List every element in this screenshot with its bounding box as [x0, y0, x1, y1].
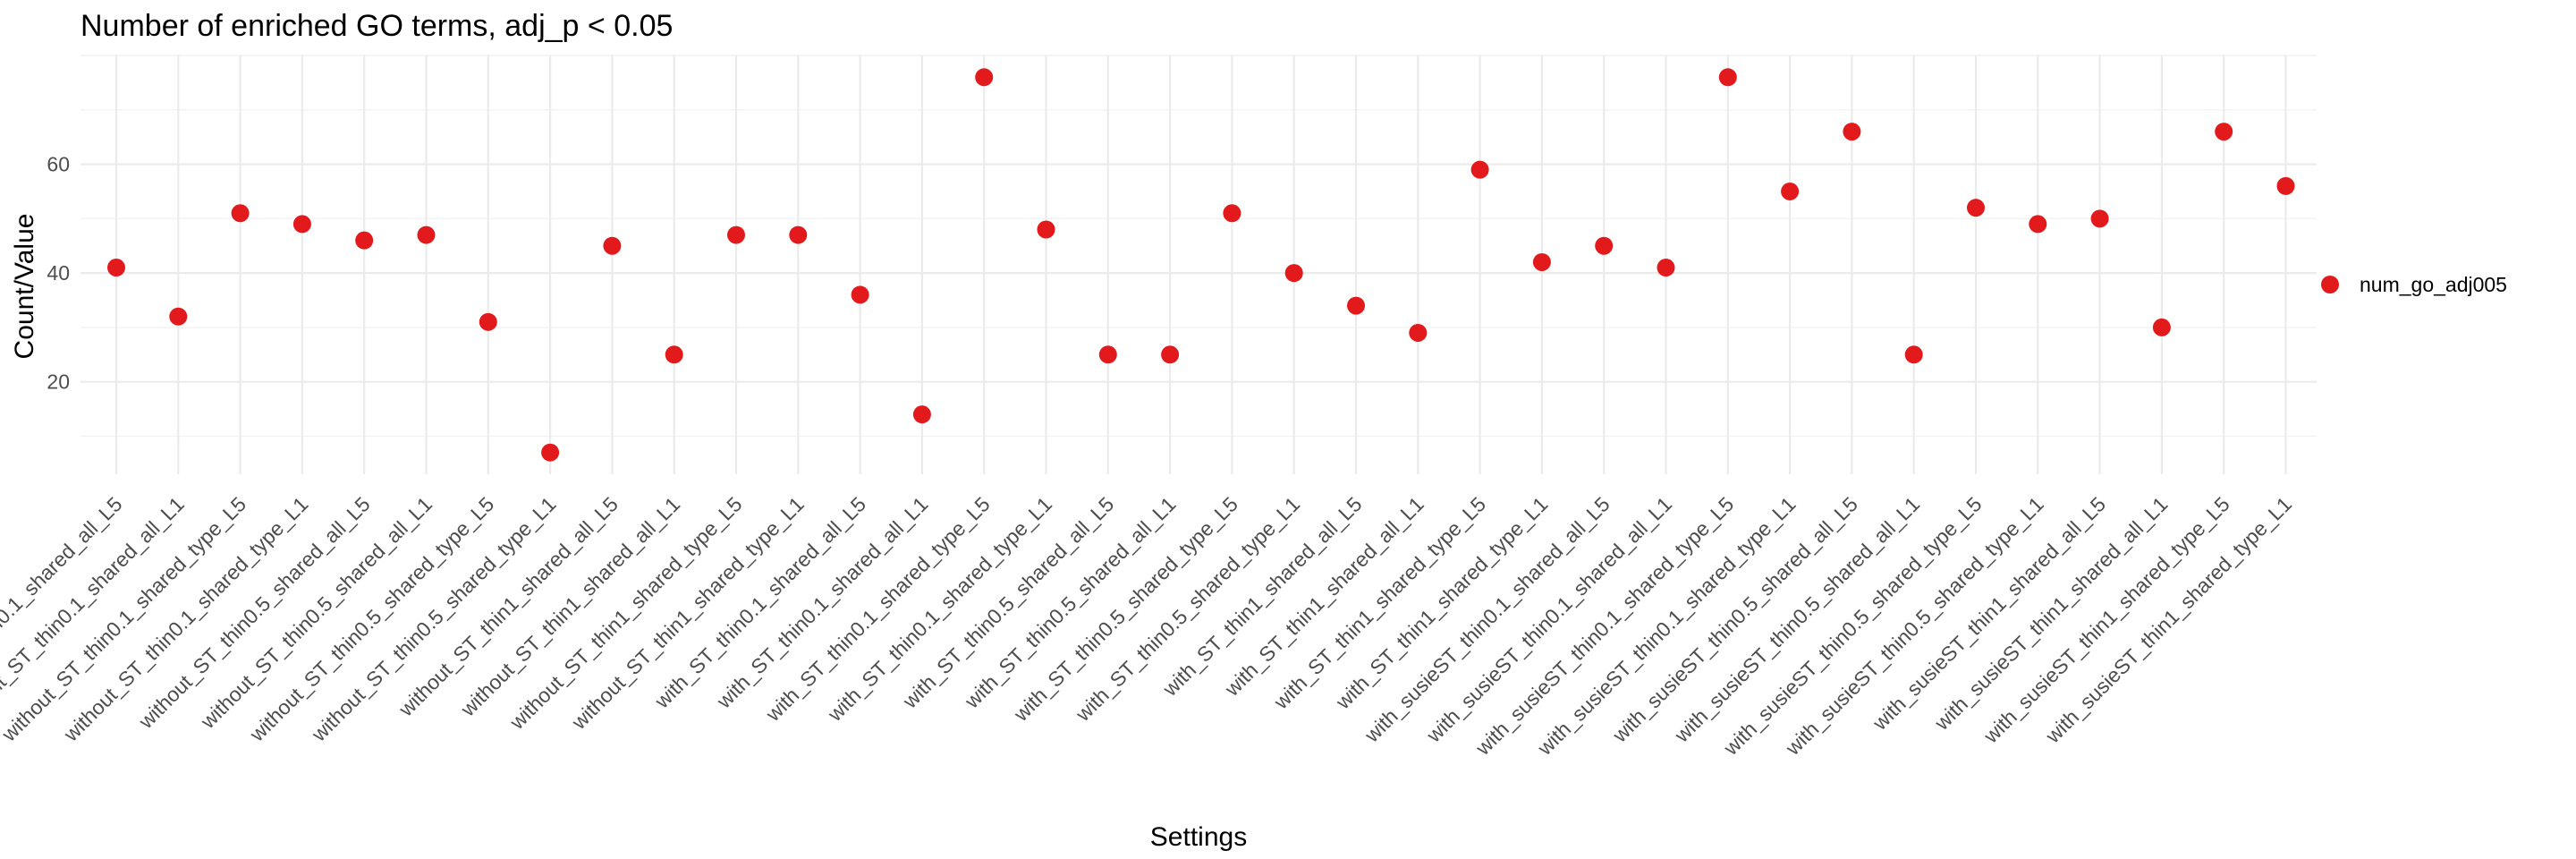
y-tick-label: 20: [47, 370, 70, 394]
data-point: [107, 259, 125, 277]
data-point: [169, 307, 188, 326]
data-point: [231, 204, 250, 223]
legend-marker-num-go-adj005: [2321, 276, 2339, 293]
x-tick-label: with_ST_thin0.5_shared_type_L5: [1009, 492, 1242, 726]
data-point: [1718, 68, 1737, 87]
data-point: [292, 215, 311, 234]
data-point: [479, 312, 497, 331]
data-point: [665, 345, 683, 364]
data-point: [2029, 215, 2047, 234]
x-tick-label: with_ST_thin0.5_shared_type_L1: [1071, 492, 1304, 726]
data-point: [1470, 160, 1489, 179]
data-point: [727, 225, 745, 244]
data-point: [912, 405, 931, 424]
data-point: [1904, 345, 1923, 364]
x-tick-label: without_ST_thin1_shared_type_L5: [504, 492, 746, 734]
data-point: [417, 225, 436, 244]
grid: [80, 55, 2317, 474]
data-point: [2276, 176, 2295, 195]
data-point: [1967, 199, 1985, 217]
x-tick-label: without_ST_thin1_shared_all_L1: [455, 492, 684, 721]
data-point: [1347, 296, 1365, 315]
data-point: [789, 225, 808, 244]
x-tick-label: without_ST_thin1_shared_all_L5: [394, 492, 623, 721]
y-axis-title: Count/Value: [10, 214, 39, 360]
x-axis-title: Settings: [1150, 822, 1247, 852]
data-point: [2215, 123, 2233, 141]
legend-label-num-go-adj005: num_go_adj005: [2360, 273, 2507, 296]
data-point: [2152, 318, 2171, 336]
x-tick-label: with_ST_thin0.1_shared_type_L1: [823, 492, 1056, 726]
data-point: [1532, 252, 1551, 271]
data-point: [1595, 236, 1614, 255]
data-point: [1098, 345, 1117, 364]
data-point: [975, 68, 994, 87]
data-point: [355, 231, 374, 250]
y-tick-label: 60: [47, 153, 70, 176]
data-point: [851, 285, 869, 304]
data-point: [541, 443, 560, 462]
y-axis-ticks: 20 40 60: [47, 153, 70, 394]
data-point: [1223, 204, 1241, 223]
data-point: [1284, 264, 1303, 283]
x-tick-label: with_ST_thin0.1_shared_type_L5: [760, 492, 994, 726]
data-point: [1843, 123, 1861, 141]
x-axis-ticks: without_ST_thin0.1_shared_all_L5without_…: [0, 492, 2296, 760]
y-tick-label: 40: [47, 261, 70, 285]
chart-title: Number of enriched GO terms, adj_p < 0.0…: [80, 9, 673, 43]
data-point: [1037, 220, 1055, 239]
data-point: [2090, 209, 2109, 228]
data-point: [603, 236, 622, 255]
data-point: [1161, 345, 1180, 364]
data-point: [1657, 259, 1675, 277]
data-point: [1409, 323, 1428, 342]
data-points: [107, 68, 2295, 462]
data-point: [1781, 182, 1800, 200]
legend: num_go_adj005: [2321, 273, 2507, 296]
